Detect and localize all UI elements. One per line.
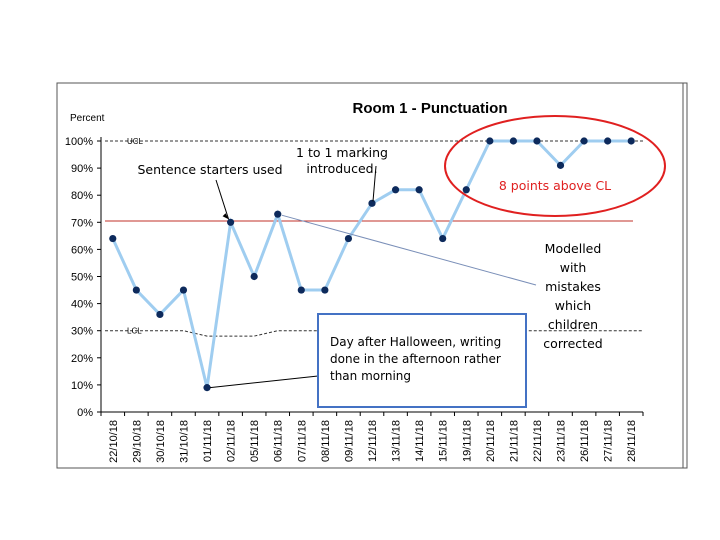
arrow-marking xyxy=(372,165,377,202)
annotation-modelled-line: with xyxy=(560,260,587,275)
x-tick-label: 21/11/18 xyxy=(508,420,520,462)
data-point xyxy=(462,186,470,194)
y-tick-label: 50% xyxy=(71,272,93,284)
y-tick-label: 20% xyxy=(71,353,93,365)
data-point xyxy=(509,137,517,145)
data-point xyxy=(321,286,329,294)
y-tick-label: 40% xyxy=(71,299,93,311)
data-series xyxy=(109,137,635,392)
y-tick-label: 10% xyxy=(71,380,93,392)
annotation-modelled-line: which xyxy=(555,298,591,313)
data-point xyxy=(486,137,494,145)
x-tick-label: 23/11/18 xyxy=(556,420,568,462)
data-point xyxy=(627,137,635,145)
y-tick-label: 30% xyxy=(71,326,93,338)
arrowhead-sentence-starters xyxy=(222,213,229,220)
y-tick-label: 0% xyxy=(77,407,93,419)
data-point xyxy=(604,137,612,145)
x-tick-label: 06/11/18 xyxy=(273,420,285,462)
x-tick-label: 13/11/18 xyxy=(391,420,403,462)
x-tick-label: 22/11/18 xyxy=(532,420,544,462)
data-point xyxy=(179,286,188,294)
x-tick-label: 20/11/18 xyxy=(485,420,497,462)
x-tick-label: 15/11/18 xyxy=(438,420,450,462)
annotation-sentence-starters: Sentence starters used xyxy=(137,162,282,177)
x-tick-label: 22/10/18 xyxy=(108,420,120,463)
x-tick-label: 14/11/18 xyxy=(414,420,426,462)
data-point xyxy=(250,272,258,281)
data-point xyxy=(391,186,400,194)
x-tick-label: 19/11/18 xyxy=(461,420,473,462)
data-point xyxy=(415,186,423,194)
annotation-modelled-line: Modelled xyxy=(545,241,602,256)
annotation-above-cl: 8 points above CL xyxy=(499,178,611,193)
y-axis-label: Percent xyxy=(70,113,105,124)
x-tick-label: 28/11/18 xyxy=(626,420,638,462)
data-point xyxy=(533,137,541,145)
x-tick-label: 07/11/18 xyxy=(296,420,308,462)
y-tick-label: 60% xyxy=(71,244,93,256)
x-tick-label: 05/11/18 xyxy=(249,420,261,462)
annotation-marking-line: introduced. xyxy=(306,161,377,176)
annotation-modelled-line: corrected xyxy=(543,336,602,351)
callout-box-halloween xyxy=(317,313,527,408)
x-tick-label: 31/10/18 xyxy=(178,420,190,463)
data-point xyxy=(580,137,588,145)
x-tick-label: 29/10/18 xyxy=(131,420,143,463)
data-point xyxy=(368,199,376,207)
y-tick-label: 70% xyxy=(71,217,93,229)
x-tick-label: 27/11/18 xyxy=(603,420,615,462)
data-point xyxy=(556,161,565,169)
highlight-ellipse xyxy=(444,115,666,217)
y-tick-label: 100% xyxy=(65,136,93,148)
annotation-modelled-line: mistakes xyxy=(545,279,601,294)
data-point xyxy=(439,234,447,243)
annotation-halloween-line: done in the afternoon rather xyxy=(330,352,501,366)
y-tick-label: 90% xyxy=(71,163,93,175)
arrow-sentence-starters xyxy=(215,179,230,220)
annotation-halloween-line: Day after Halloween, writing xyxy=(330,335,501,349)
chart-title: Room 1 - Punctuation xyxy=(353,100,508,117)
x-tick-label: 09/11/18 xyxy=(343,420,355,462)
lcl-line xyxy=(105,330,643,337)
data-point xyxy=(274,210,282,218)
arrow-modelled xyxy=(281,214,537,286)
data-point xyxy=(132,286,140,294)
ucl-label: UCL xyxy=(127,137,144,146)
x-tick-label: 08/11/18 xyxy=(320,420,332,462)
annotation-halloween-line: than morning xyxy=(330,369,411,383)
annotation-modelled-line: children xyxy=(548,317,598,332)
arrow-halloween xyxy=(209,375,319,389)
reference-lines: UCL LCL xyxy=(105,137,643,337)
x-tick-label: 01/11/18 xyxy=(202,420,214,462)
x-tick-label: 02/11/18 xyxy=(226,420,238,462)
y-tick-label: 80% xyxy=(71,190,93,202)
x-tick-label: 26/11/18 xyxy=(579,420,591,462)
x-tick-label: 12/11/18 xyxy=(367,420,379,462)
annotations: Sentence starters used 1 to 1 markingintr… xyxy=(137,115,666,408)
data-point xyxy=(227,218,235,226)
axes: 0% 10% 20% 30% 40% 50% 60% 70% 80% 90% 100% 22/10/1… xyxy=(65,136,644,463)
data-point xyxy=(344,234,353,243)
chart-frame-right-edge xyxy=(682,82,688,469)
data-point xyxy=(109,234,117,243)
lcl-label: LCL xyxy=(127,327,142,336)
annotation-marking-line: 1 to 1 marking xyxy=(296,145,388,160)
data-point xyxy=(203,384,211,392)
x-tick-label: 30/10/18 xyxy=(155,420,167,463)
data-point xyxy=(297,286,305,294)
data-point xyxy=(156,310,164,319)
